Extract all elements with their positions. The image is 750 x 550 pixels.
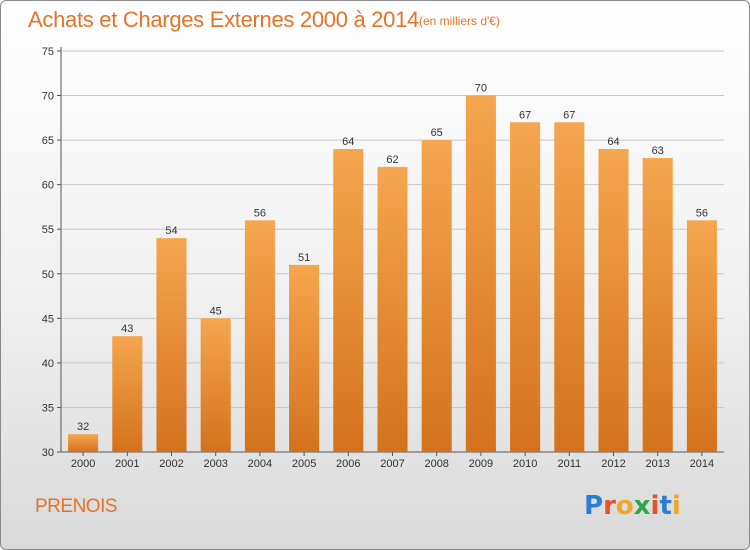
logo-letter: P bbox=[584, 491, 604, 521]
value-label-2010: 67 bbox=[519, 109, 531, 121]
bar-2000 bbox=[68, 434, 99, 452]
logo-letter: r bbox=[603, 491, 616, 521]
bar-2003 bbox=[200, 318, 231, 452]
value-label-2002: 54 bbox=[165, 225, 177, 237]
x-tick-label: 2011 bbox=[557, 458, 581, 470]
value-label-2007: 62 bbox=[386, 154, 398, 166]
x-tick-label: 2013 bbox=[645, 458, 669, 470]
value-label-2012: 64 bbox=[607, 136, 619, 148]
logo-letter: x bbox=[633, 491, 651, 521]
logo-letter: o bbox=[615, 491, 634, 521]
y-tick-label: 45 bbox=[42, 313, 54, 325]
chart-title: Achats et Charges Externes 2000 à 2014 bbox=[28, 7, 419, 32]
x-tick-label: 2001 bbox=[115, 458, 139, 470]
bar-2012 bbox=[598, 149, 629, 452]
bar-2013 bbox=[642, 157, 673, 452]
value-label-2011: 67 bbox=[563, 109, 575, 121]
y-tick-label: 30 bbox=[42, 447, 54, 459]
logo-letter: i bbox=[650, 491, 660, 521]
labels: 30 35 40 45 50 55 60 65 70 75 32 2000 43 2001 54 2002 45… bbox=[42, 46, 714, 470]
y-tick-label: 55 bbox=[42, 224, 54, 236]
x-tick-label: 2005 bbox=[292, 458, 316, 470]
bars bbox=[68, 95, 717, 453]
value-label-2005: 51 bbox=[298, 252, 310, 264]
value-label-2001: 43 bbox=[121, 323, 133, 335]
x-tick-label: 2010 bbox=[513, 458, 537, 470]
location-name: PRENOIS bbox=[35, 496, 118, 517]
y-tick-label: 50 bbox=[42, 269, 54, 281]
x-tick-label: 2009 bbox=[469, 458, 493, 470]
proxiti-logo[interactable]: Proxiti bbox=[584, 491, 681, 521]
x-tick-label: 2012 bbox=[601, 458, 625, 470]
y-tick-label: 75 bbox=[42, 46, 54, 58]
x-tick-label: 2003 bbox=[203, 458, 227, 470]
logo-letter: t bbox=[659, 491, 672, 521]
bar-2006 bbox=[333, 149, 364, 452]
y-tick-label: 60 bbox=[42, 180, 54, 192]
value-label-2013: 63 bbox=[652, 145, 664, 157]
x-tick-label: 2008 bbox=[424, 458, 448, 470]
x-tick-label: 2002 bbox=[159, 458, 183, 470]
bar-2014 bbox=[686, 220, 717, 452]
value-label-2014: 56 bbox=[696, 207, 708, 219]
chart-unit-label: (en milliers d'€) bbox=[419, 14, 500, 28]
y-tick-label: 40 bbox=[42, 358, 54, 370]
value-label-2009: 70 bbox=[475, 83, 487, 95]
bar-2009 bbox=[465, 95, 496, 453]
x-tick-label: 2014 bbox=[690, 458, 714, 470]
logo-letter: i bbox=[671, 491, 681, 521]
x-tick-label: 2006 bbox=[336, 458, 360, 470]
bar-2008 bbox=[421, 140, 452, 452]
bar-2010 bbox=[510, 122, 541, 453]
y-tick-label: 65 bbox=[42, 135, 54, 147]
value-label-2004: 56 bbox=[254, 207, 266, 219]
bar-2005 bbox=[289, 264, 320, 452]
x-tick-label: 2007 bbox=[380, 458, 404, 470]
value-label-2006: 64 bbox=[342, 136, 354, 148]
value-label-2000: 32 bbox=[77, 421, 89, 433]
bar-2007 bbox=[377, 166, 408, 452]
bar-2004 bbox=[244, 220, 275, 452]
bar-2001 bbox=[112, 336, 143, 452]
y-tick-label: 35 bbox=[42, 402, 54, 414]
bar-2002 bbox=[156, 238, 187, 452]
bar-2011 bbox=[554, 122, 585, 453]
value-label-2008: 65 bbox=[431, 127, 443, 139]
value-label-2003: 45 bbox=[210, 305, 222, 317]
y-tick-label: 70 bbox=[42, 91, 54, 103]
x-tick-label: 2000 bbox=[71, 458, 95, 470]
x-tick-label: 2004 bbox=[248, 458, 272, 470]
